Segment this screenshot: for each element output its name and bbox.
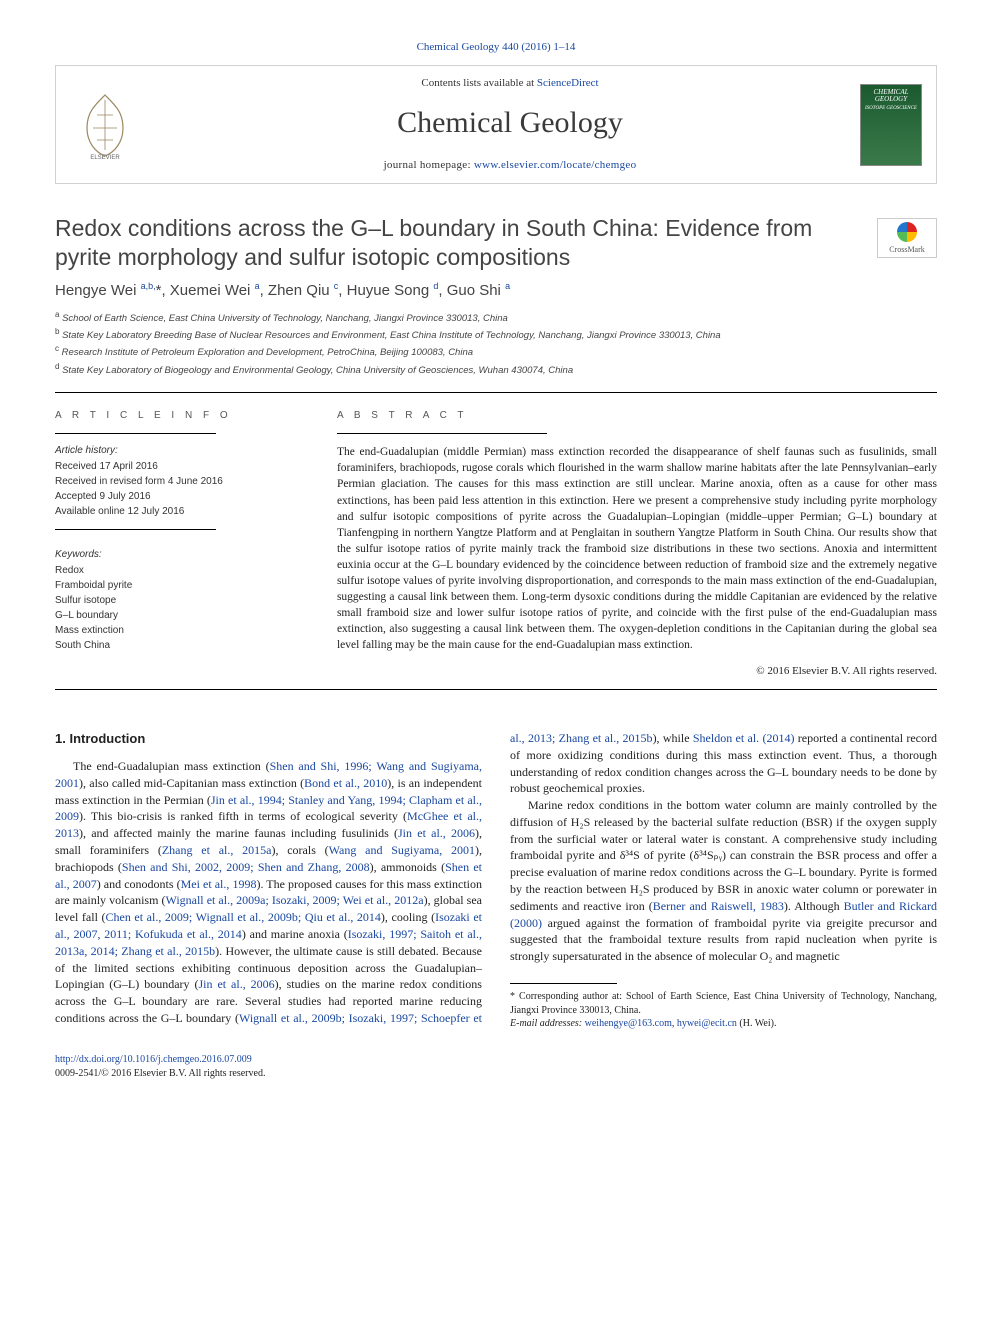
email-link[interactable]: hywei@ecit.cn [677,1018,737,1029]
citation-link[interactable]: Wignall et al., 2009a; Isozaki, 2009; We… [165,893,423,907]
affiliation: a School of Earth Science, East China Un… [55,309,937,326]
section-heading-intro: 1. Introduction [55,730,482,748]
keyword: Framboidal pyrite [55,579,302,593]
citation-link[interactable]: Sheldon et al. (2014) [693,731,795,745]
keyword: Sulfur isotope [55,594,302,608]
keyword: Redox [55,564,302,578]
history-label: Article history: [55,444,302,458]
divider [55,689,937,690]
citation-link[interactable]: Shen and Shi, 2002, 2009; Shen and Zhang… [122,860,370,874]
citation-link[interactable]: Jin et al., 2006 [198,977,274,991]
abstract-copyright: © 2016 Elsevier B.V. All rights reserved… [337,664,937,679]
email-link[interactable]: weihengye@163.com [585,1018,672,1029]
elsevier-logo: ELSEVIER [70,85,140,165]
citation-link[interactable]: Jin et al., 2006 [398,826,475,840]
citation-link[interactable]: Mei et al., 1998 [181,877,257,891]
footnotes: * Corresponding author at: School of Ear… [510,990,937,1031]
citation-link[interactable]: Berner and Raiswell, 1983 [653,899,784,913]
affiliation: d State Key Laboratory of Biogeology and… [55,361,937,378]
divider [55,392,937,393]
authors: Hengye Wei a,b,*, Xuemei Wei a, Zhen Qiu… [55,280,937,301]
journal-reference: Chemical Geology 440 (2016) 1–14 [55,40,937,55]
history-line: Available online 12 July 2016 [55,505,302,519]
article-info-heading: A R T I C L E I N F O [55,409,302,423]
citation-link[interactable]: Bond et al., 2010 [304,776,387,790]
affiliations: a School of Earth Science, East China Un… [55,309,937,379]
contents-line: Contents lists available at ScienceDirec… [160,76,860,91]
journal-title: Chemical Geology [160,102,860,144]
crossmark-icon [897,222,917,242]
article-info: A R T I C L E I N F O Article history: R… [55,409,302,679]
history-line: Accepted 9 July 2016 [55,490,302,504]
citation-link[interactable]: Wang and Sugiyama, 2001 [329,843,475,857]
masthead: ELSEVIER Contents lists available at Sci… [55,65,937,184]
email-line: E-mail addresses: weihengye@163.com, hyw… [510,1017,937,1031]
journal-homepage-link[interactable]: www.elsevier.com/locate/chemgeo [474,159,637,171]
keyword: Mass extinction [55,624,302,638]
citation-link[interactable]: Chen et al., 2009; Wignall et al., 2009b… [106,910,381,924]
affiliation: c Research Institute of Petroleum Explor… [55,343,937,360]
abstract-text: The end-Guadalupian (middle Permian) mas… [337,444,937,653]
footnote-divider [510,983,617,984]
article-title: Redox conditions across the G–L boundary… [55,214,937,272]
abstract-heading: A B S T R A C T [337,409,937,423]
body-text: 1. Introduction The end-Guadalupian mass… [55,730,937,1031]
keyword: South China [55,639,302,653]
citation-link[interactable]: Zhang et al., 2015a [162,843,272,857]
keyword: G–L boundary [55,609,302,623]
history-line: Received in revised form 4 June 2016 [55,475,302,489]
doi-link[interactable]: http://dx.doi.org/10.1016/j.chemgeo.2016… [55,1054,252,1065]
svg-text:ELSEVIER: ELSEVIER [90,155,120,160]
crossmark-badge[interactable]: CrossMark [877,218,937,258]
journal-ref-link[interactable]: Chemical Geology 440 (2016) 1–14 [417,41,576,53]
abstract: A B S T R A C T The end-Guadalupian (mid… [337,409,937,679]
issn-copyright: 0009-2541/© 2016 Elsevier B.V. All right… [55,1067,937,1081]
journal-cover-thumbnail: CHEMICAL GEOLOGY ISOTOPE GEOSCIENCE [860,84,922,166]
corresponding-author: * Corresponding author at: School of Ear… [510,990,937,1017]
paragraph: Marine redox conditions in the bottom wa… [510,797,937,965]
journal-homepage: journal homepage: www.elsevier.com/locat… [160,158,860,173]
footer: http://dx.doi.org/10.1016/j.chemgeo.2016… [55,1053,937,1081]
affiliation: b State Key Laboratory Breeding Base of … [55,326,937,343]
keywords-label: Keywords: [55,548,302,562]
sciencedirect-link[interactable]: ScienceDirect [537,77,599,89]
history-line: Received 17 April 2016 [55,460,302,474]
